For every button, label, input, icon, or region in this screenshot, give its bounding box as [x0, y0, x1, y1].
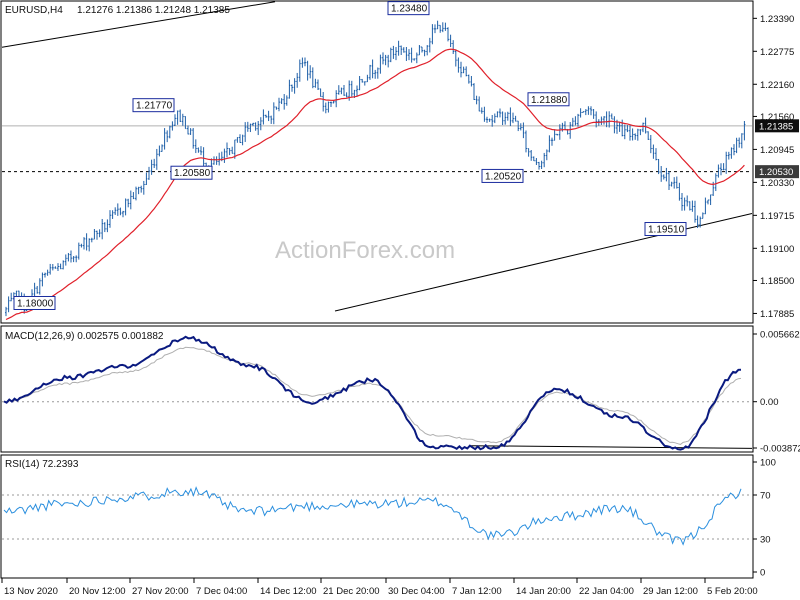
chart-header-symbol: EURUSD,H4	[5, 5, 63, 16]
rsi-line	[3, 486, 742, 546]
macd-panel	[0, 325, 754, 453]
watermark: ActionForex.com	[275, 237, 455, 264]
price-tick-label: 1.23390	[760, 14, 794, 25]
time-tick-label: 21 Dec 20:00	[323, 586, 380, 597]
time-tick-label: 27 Nov 20:00	[132, 586, 189, 597]
pivot-label: 1.21770	[136, 101, 173, 112]
pivot-label: 1.23480	[391, 4, 428, 15]
current-price-box	[755, 119, 799, 133]
rsi-axis: 100 70 30 0	[2, 458, 776, 579]
price-tick-label: 1.19100	[760, 244, 794, 255]
rsi-panel	[0, 454, 754, 579]
pivot-label: 1.20520	[485, 171, 522, 182]
time-tick-label: 20 Nov 12:00	[69, 586, 126, 597]
time-tick-label: 7 Dec 04:00	[196, 586, 247, 597]
price-axis: 1.23390 1.22775 1.22160 1.21560 1.20945 1.203…	[753, 14, 794, 320]
pivot-label: 1.19510	[648, 225, 685, 236]
pivot-label-box	[13, 295, 56, 310]
price-tick-label: 1.20330	[760, 178, 794, 189]
rsi-header: RSI(14) 72.2393	[5, 459, 79, 470]
chart-header-ohlc: 1.21276 1.21386 1.21248 1.21385	[77, 5, 230, 16]
time-tick-label: 22 Jan 04:00	[579, 586, 634, 597]
macd-axis: 0.005662 0.00 -0.003872	[2, 330, 800, 455]
time-tick-label: 13 Nov 2020	[4, 586, 58, 597]
ema-line	[5, 48, 745, 321]
upper-trendline	[1, 1, 276, 48]
pivot-label-box	[644, 222, 687, 237]
macd-support-line	[469, 445, 753, 449]
price-tick-label: 1.21560	[760, 112, 794, 123]
time-tick-label: 5 Feb 20:00	[707, 586, 758, 597]
time-tick-label: 14 Dec 12:00	[260, 586, 317, 597]
macd-tick-label: 0.005662	[760, 330, 800, 341]
pivot-label: 1.20580	[174, 168, 211, 179]
time-tick-label: 29 Jan 12:00	[643, 586, 698, 597]
macd-line	[3, 335, 742, 451]
current-price-label: 1.21385	[759, 121, 793, 132]
macd-tick-label: 0.00	[760, 397, 779, 408]
price-panel	[0, 0, 754, 324]
current-price-marker: 1.21385 1.20530	[755, 119, 799, 179]
pivot-label-box	[387, 1, 430, 16]
pivot-label: 1.18000	[17, 298, 54, 309]
support-level-box	[755, 165, 799, 179]
rsi-tick-label: 30	[760, 535, 771, 546]
pivot-label: 1.21880	[531, 95, 568, 106]
rsi-tick-label: 0	[760, 568, 765, 579]
pivot-label-box	[481, 168, 524, 183]
time-tick-label: 7 Jan 12:00	[452, 586, 502, 597]
time-tick-label: 14 Jan 20:00	[516, 586, 571, 597]
price-tick-label: 1.19715	[760, 211, 794, 222]
pivot-label-box	[132, 98, 175, 113]
time-tick-label: 30 Dec 04:00	[388, 586, 445, 597]
support-level-label: 1.20530	[759, 167, 793, 178]
rsi-tick-label: 70	[760, 491, 771, 502]
macd-tick-label: -0.003872	[760, 444, 800, 455]
pivot-label-box	[527, 92, 570, 107]
price-tick-label: 1.20945	[760, 145, 794, 156]
price-tick-label: 1.17885	[760, 309, 794, 320]
pivot-label-box	[170, 165, 213, 180]
price-tick-label: 1.22775	[760, 47, 794, 58]
macd-signal-line	[3, 346, 742, 445]
time-axis: 13 Nov 2020 20 Nov 12:00 27 Nov 20:00 7 Dec…	[1, 578, 758, 597]
price-tick-label: 1.22160	[760, 80, 794, 91]
macd-header: MACD(12,26,9) 0.002575 0.001882	[5, 331, 164, 342]
price-tick-label: 1.18500	[760, 276, 794, 287]
rsi-tick-label: 100	[760, 458, 776, 469]
pivot-labels: 1.18000 1.21770 1.20580 1.23480 1.21880 1.205…	[13, 1, 687, 310]
